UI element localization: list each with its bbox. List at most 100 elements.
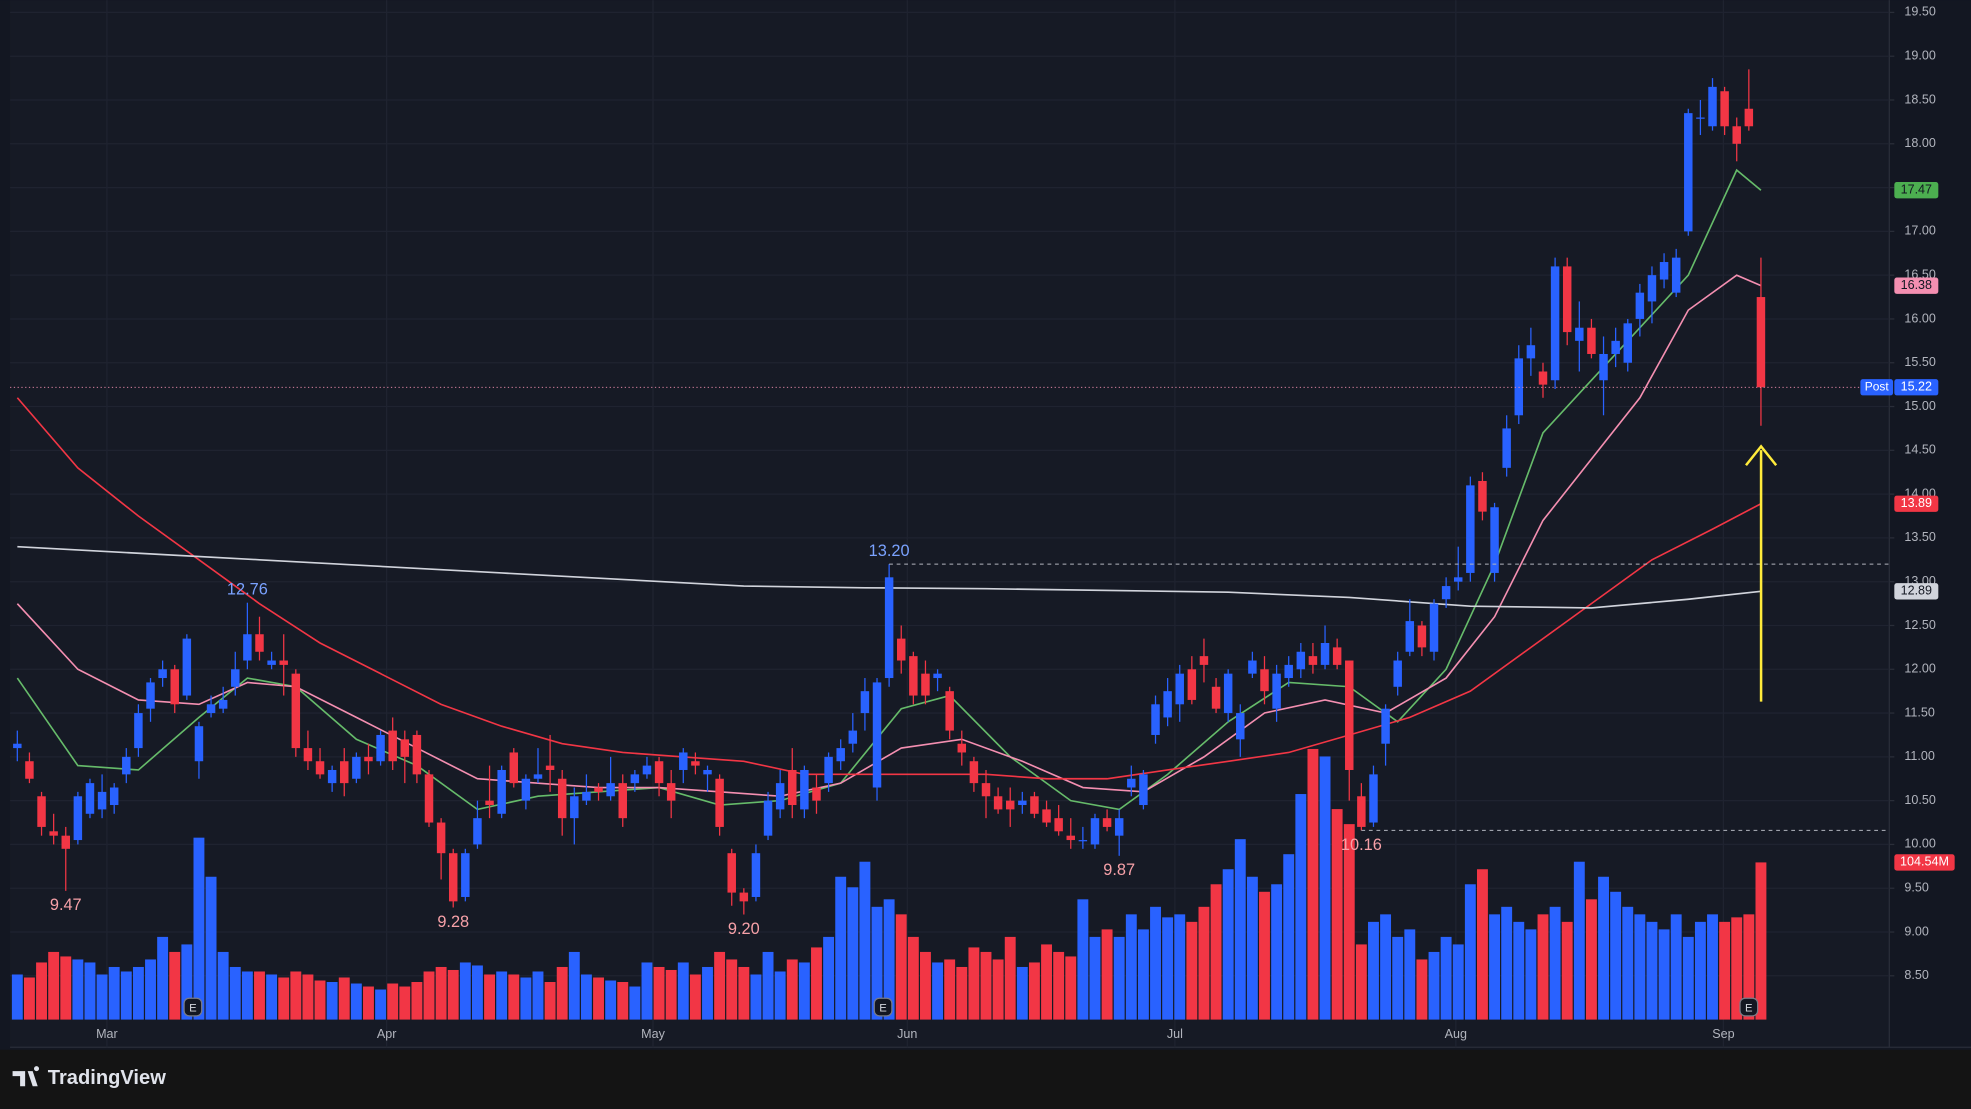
volume-bar (726, 959, 738, 1020)
price-label: 13.89 (1901, 496, 1932, 510)
volume-bar (762, 951, 774, 1020)
volume-bar (1513, 921, 1525, 1020)
y-tick-label: 15.00 (1904, 399, 1935, 413)
volume-bar (326, 982, 338, 1020)
volume-bar (1452, 944, 1464, 1020)
volume-bar (702, 966, 713, 1020)
volume-bar (956, 966, 968, 1020)
candle-body (1127, 778, 1136, 788)
price-annotation: 9.87 (1103, 861, 1135, 879)
candle-body (1284, 664, 1293, 679)
candle-body (1744, 108, 1754, 127)
volume-bar (1355, 944, 1367, 1020)
volume-bar (1246, 876, 1258, 1020)
volume-bar (835, 876, 847, 1020)
candle-body (969, 761, 979, 784)
candle-body (1308, 656, 1318, 665)
volume-label: 104.54M (1900, 855, 1949, 869)
volume-bar (871, 906, 883, 1020)
candle-body (691, 761, 700, 766)
volume-bar (1537, 914, 1549, 1020)
candle-body (1756, 297, 1766, 388)
candle-body (364, 756, 373, 762)
volume-bar (1658, 929, 1670, 1020)
candle-body (303, 748, 313, 762)
candle-body (739, 892, 749, 902)
volume-bar (1234, 839, 1246, 1020)
volume-bar (375, 989, 387, 1020)
candle-body (1405, 621, 1415, 652)
volume-bar (811, 947, 822, 1020)
volume-bar (1077, 899, 1089, 1020)
candle-body (715, 778, 724, 827)
candle-body (1175, 673, 1184, 705)
price-tag-box (1860, 379, 1894, 396)
price-label: 16.38 (1901, 278, 1932, 292)
candle-body (1587, 327, 1596, 354)
candle-body (1684, 113, 1693, 232)
volume-bar (169, 951, 181, 1020)
volume-bar (1549, 906, 1561, 1020)
volume-bar (435, 966, 447, 1020)
volume-bar (1186, 921, 1198, 1020)
candle-body (1708, 86, 1717, 127)
footer (0, 1049, 1971, 1109)
candle-body (1575, 327, 1584, 341)
candle-body (37, 796, 46, 827)
volume-bar (932, 962, 944, 1020)
volume-bar (217, 951, 229, 1020)
volume-bar (1464, 884, 1476, 1020)
volume-bar (920, 951, 931, 1020)
volume-label-box (1894, 854, 1955, 871)
candle-body (727, 853, 736, 893)
candle-body (557, 778, 567, 819)
earnings-marker (1739, 997, 1759, 1017)
volume-bar (1162, 917, 1174, 1020)
volume-bar (1113, 936, 1125, 1020)
volume-bar (411, 982, 423, 1020)
candle-body (97, 791, 107, 810)
candle-body (1163, 691, 1172, 718)
volume-bar (786, 959, 798, 1020)
arrow (1745, 444, 1778, 702)
volume-bar (617, 982, 629, 1020)
volume-bar (1694, 921, 1706, 1020)
candle-body (1526, 345, 1536, 359)
candle-body (654, 761, 664, 784)
candle-body (1429, 603, 1439, 652)
volume-bar (1016, 966, 1028, 1020)
y-tick-label: 11.50 (1904, 705, 1935, 719)
candle-body (1139, 774, 1148, 806)
price-label-box (1894, 379, 1939, 396)
volume-bar (302, 974, 314, 1020)
candle-body (1466, 485, 1475, 573)
price-label-box (1894, 583, 1939, 600)
candle-body (1199, 656, 1209, 665)
price-tag: Post (1865, 379, 1890, 393)
candle-body (25, 761, 34, 779)
candle-body (279, 660, 288, 665)
earnings-label: E (189, 1002, 197, 1014)
candle-body (1030, 796, 1039, 814)
volume-bar (60, 956, 72, 1020)
candle-body (606, 783, 615, 797)
volume-bar (992, 959, 1004, 1020)
volume-bar (1089, 936, 1101, 1020)
candle-body (666, 783, 676, 801)
volume-bar (157, 936, 169, 1020)
candle-body (1635, 292, 1645, 319)
volume-bar (689, 974, 701, 1020)
volume-bar (1634, 914, 1646, 1020)
x-tick-label: Jun (897, 1027, 917, 1041)
candle-body (848, 730, 858, 744)
candle-body (1417, 625, 1427, 648)
logo: TradingView (12, 1066, 166, 1089)
volume-bar (847, 887, 859, 1020)
volume-bar (774, 971, 786, 1020)
candle-body (182, 638, 192, 696)
candle-body (1393, 660, 1402, 687)
volume-bar (241, 971, 253, 1020)
volume-bar (1174, 914, 1186, 1020)
candle-body (1114, 818, 1124, 836)
volume-bar (980, 951, 992, 1020)
